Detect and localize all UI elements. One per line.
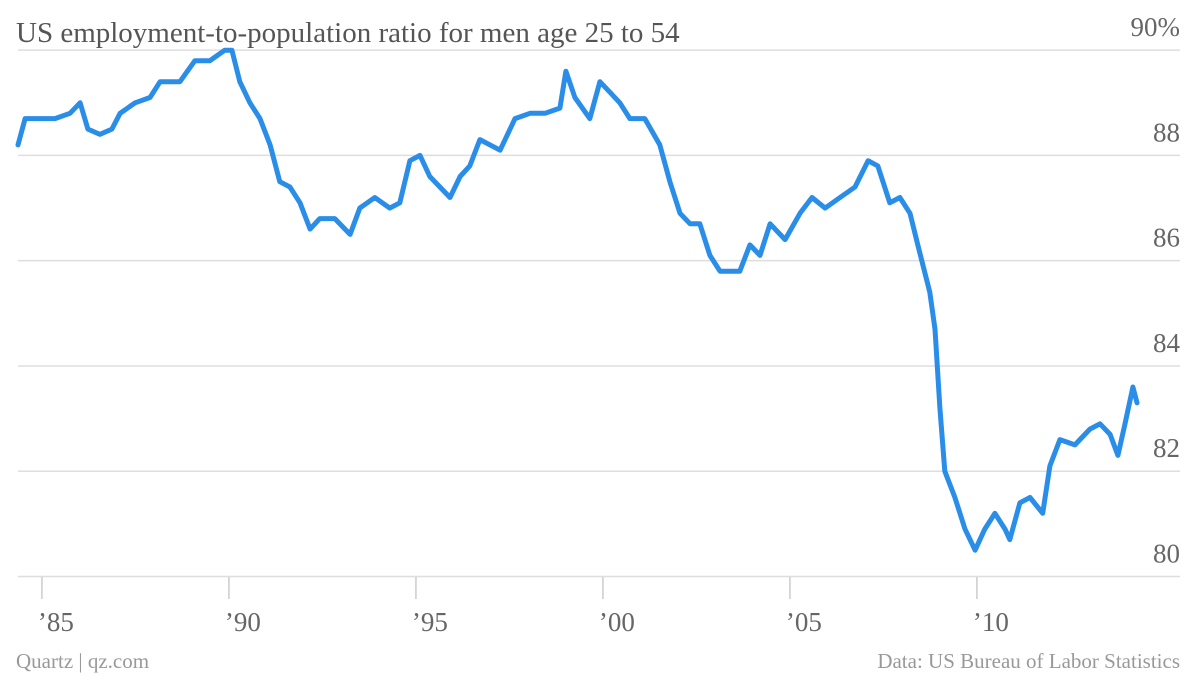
y-tick-label: 90% xyxy=(1131,12,1181,42)
y-tick-label: 88 xyxy=(1153,117,1180,147)
x-tick-label: ’95 xyxy=(412,607,448,637)
chart-title: US employment-to-population ratio for me… xyxy=(16,17,680,49)
y-tick-label: 84 xyxy=(1153,328,1181,358)
x-tick-label: ’90 xyxy=(225,607,261,637)
source-right: Data: US Bureau of Labor Statistics xyxy=(877,649,1180,673)
data-line xyxy=(15,47,1140,553)
x-tick-label: ’85 xyxy=(38,607,74,637)
x-tick-label: ’00 xyxy=(599,607,635,637)
x-tick-label: ’05 xyxy=(786,607,822,637)
y-tick-label: 86 xyxy=(1153,223,1180,253)
source-left: Quartz | qz.com xyxy=(16,649,149,673)
x-tick-label: ’10 xyxy=(973,607,1009,637)
y-tick-label: 82 xyxy=(1153,433,1180,463)
y-tick-label: 80 xyxy=(1153,538,1180,568)
